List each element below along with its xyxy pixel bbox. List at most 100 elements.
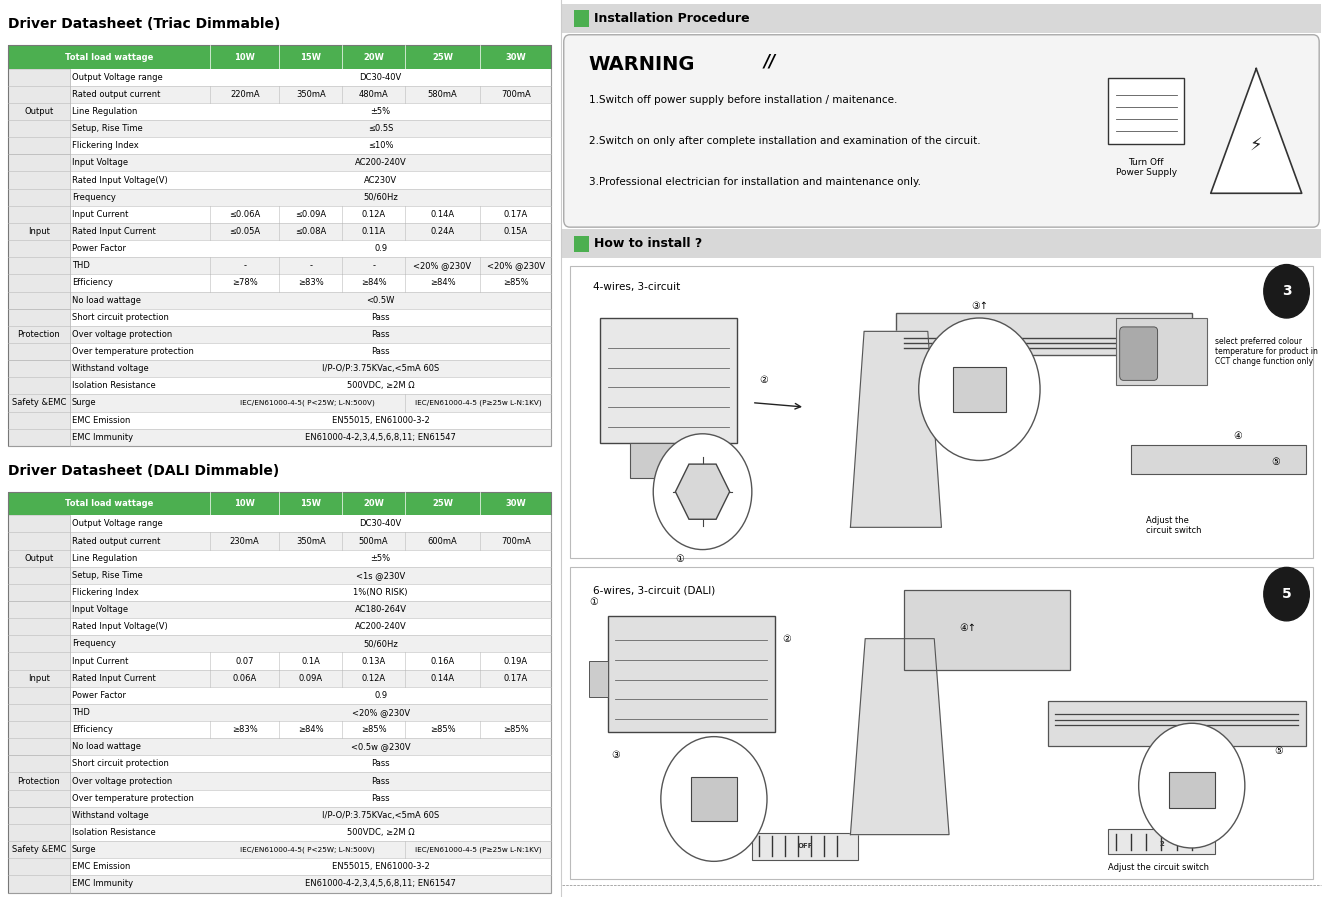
Text: Pass: Pass xyxy=(371,330,390,339)
Text: Pass: Pass xyxy=(371,760,390,769)
Text: Isolation Resistance: Isolation Resistance xyxy=(72,381,155,390)
Text: Input Current: Input Current xyxy=(72,657,129,666)
Text: Output: Output xyxy=(24,107,53,116)
Text: Input Voltage: Input Voltage xyxy=(72,159,129,168)
FancyBboxPatch shape xyxy=(630,443,691,478)
Text: Rated output current: Rated output current xyxy=(72,90,160,99)
Text: Over voltage protection: Over voltage protection xyxy=(72,330,172,339)
Text: ≥83%: ≥83% xyxy=(298,278,324,287)
Text: 30W: 30W xyxy=(505,53,526,62)
FancyBboxPatch shape xyxy=(8,46,552,68)
Text: 580mA: 580mA xyxy=(427,90,457,99)
Text: -: - xyxy=(309,261,313,270)
FancyBboxPatch shape xyxy=(8,772,552,789)
FancyBboxPatch shape xyxy=(8,309,552,326)
FancyBboxPatch shape xyxy=(8,721,552,738)
Text: ③↑: ③↑ xyxy=(971,300,988,311)
Text: ≤0.05A: ≤0.05A xyxy=(229,227,260,236)
FancyBboxPatch shape xyxy=(8,395,552,412)
FancyBboxPatch shape xyxy=(8,154,552,171)
FancyBboxPatch shape xyxy=(691,777,737,822)
Text: EN55015, EN61000-3-2: EN55015, EN61000-3-2 xyxy=(332,415,430,424)
Text: 500mA: 500mA xyxy=(359,536,389,545)
Text: EMC Immunity: EMC Immunity xyxy=(72,879,133,888)
Text: select preferred colour
temperature for product in
CCT change function only: select preferred colour temperature for … xyxy=(1215,336,1318,366)
Text: ②: ② xyxy=(758,375,768,385)
Text: Isolation Resistance: Isolation Resistance xyxy=(72,828,155,837)
Text: 25W: 25W xyxy=(432,500,453,509)
Text: ≤0.08A: ≤0.08A xyxy=(296,227,326,236)
Text: Rated Input Current: Rated Input Current xyxy=(72,227,155,236)
FancyBboxPatch shape xyxy=(8,103,552,120)
FancyBboxPatch shape xyxy=(903,589,1070,670)
Text: Power Factor: Power Factor xyxy=(72,244,126,253)
Text: //: // xyxy=(764,53,776,71)
Polygon shape xyxy=(1211,68,1302,193)
Text: Setup, Rise Time: Setup, Rise Time xyxy=(72,570,143,579)
Text: Adjust the
circuit switch: Adjust the circuit switch xyxy=(1146,516,1201,536)
Text: 220mA: 220mA xyxy=(229,90,260,99)
FancyBboxPatch shape xyxy=(570,266,1313,559)
Text: <20% @230V: <20% @230V xyxy=(414,261,472,270)
Text: ④↑: ④↑ xyxy=(960,623,976,633)
Text: Input: Input xyxy=(28,674,50,683)
Text: 0.19A: 0.19A xyxy=(504,657,528,666)
Text: Flickering Index: Flickering Index xyxy=(72,141,139,151)
FancyBboxPatch shape xyxy=(8,670,552,687)
Text: 480mA: 480mA xyxy=(359,90,389,99)
Text: 0.14A: 0.14A xyxy=(431,674,455,683)
Text: Turn Off
Power Supply: Turn Off Power Supply xyxy=(1115,158,1176,177)
Text: <20% @230V: <20% @230V xyxy=(487,261,545,270)
FancyBboxPatch shape xyxy=(8,858,552,875)
Text: EMC Emission: EMC Emission xyxy=(72,415,130,424)
FancyBboxPatch shape xyxy=(562,4,1321,33)
Text: Setup, Rise Time: Setup, Rise Time xyxy=(72,124,143,133)
Text: 20W: 20W xyxy=(363,53,385,62)
FancyBboxPatch shape xyxy=(896,313,1192,355)
FancyBboxPatch shape xyxy=(1109,829,1215,854)
FancyBboxPatch shape xyxy=(8,343,552,360)
Text: ≤10%: ≤10% xyxy=(367,141,394,151)
Text: ±5%: ±5% xyxy=(370,107,391,116)
FancyBboxPatch shape xyxy=(8,360,552,378)
Text: ≤0.06A: ≤0.06A xyxy=(229,210,260,219)
Text: Total load wattage: Total load wattage xyxy=(65,53,154,62)
Text: ③: ③ xyxy=(611,750,621,760)
Text: AC200-240V: AC200-240V xyxy=(355,623,407,631)
Text: ⚡: ⚡ xyxy=(1250,137,1262,155)
FancyBboxPatch shape xyxy=(8,292,552,309)
FancyBboxPatch shape xyxy=(8,429,552,446)
Text: DC30-40V: DC30-40V xyxy=(359,73,402,82)
Text: Withstand voltage: Withstand voltage xyxy=(72,811,149,820)
Text: I/P-O/P:3.75KVac,<5mA 60S: I/P-O/P:3.75KVac,<5mA 60S xyxy=(322,364,439,373)
Text: 1%(NO RISK): 1%(NO RISK) xyxy=(354,588,408,597)
Text: IEC/EN61000-4-5 (P≥25w L-N:1KV): IEC/EN61000-4-5 (P≥25w L-N:1KV) xyxy=(415,847,541,853)
Text: 30W: 30W xyxy=(505,500,526,509)
FancyBboxPatch shape xyxy=(8,806,552,824)
Text: Output Voltage range: Output Voltage range xyxy=(72,519,163,528)
Circle shape xyxy=(1264,265,1309,318)
Text: ①: ① xyxy=(589,597,598,607)
FancyBboxPatch shape xyxy=(564,35,1319,227)
Text: Pass: Pass xyxy=(371,313,390,322)
Text: 0.14A: 0.14A xyxy=(431,210,455,219)
FancyBboxPatch shape xyxy=(8,584,552,601)
Text: Frequency: Frequency xyxy=(72,193,115,202)
Text: Output: Output xyxy=(24,553,53,562)
Text: 0.9: 0.9 xyxy=(374,691,387,700)
FancyBboxPatch shape xyxy=(8,824,552,841)
FancyBboxPatch shape xyxy=(1116,318,1207,385)
Text: I/P-O/P:3.75KVac,<5mA 60S: I/P-O/P:3.75KVac,<5mA 60S xyxy=(322,811,439,820)
Text: Efficiency: Efficiency xyxy=(72,725,113,734)
FancyBboxPatch shape xyxy=(8,789,552,806)
Text: 10W: 10W xyxy=(235,500,255,509)
FancyBboxPatch shape xyxy=(8,360,70,446)
Text: ⑥: ⑥ xyxy=(1150,754,1158,764)
Text: 500VDC, ≥2M Ω: 500VDC, ≥2M Ω xyxy=(347,381,415,390)
Text: Frequency: Frequency xyxy=(72,640,115,649)
Text: 0.16A: 0.16A xyxy=(431,657,455,666)
Text: Rated Input Current: Rated Input Current xyxy=(72,674,155,683)
Text: Pass: Pass xyxy=(371,794,390,803)
Text: How to install ?: How to install ? xyxy=(594,237,703,250)
Circle shape xyxy=(654,434,752,550)
